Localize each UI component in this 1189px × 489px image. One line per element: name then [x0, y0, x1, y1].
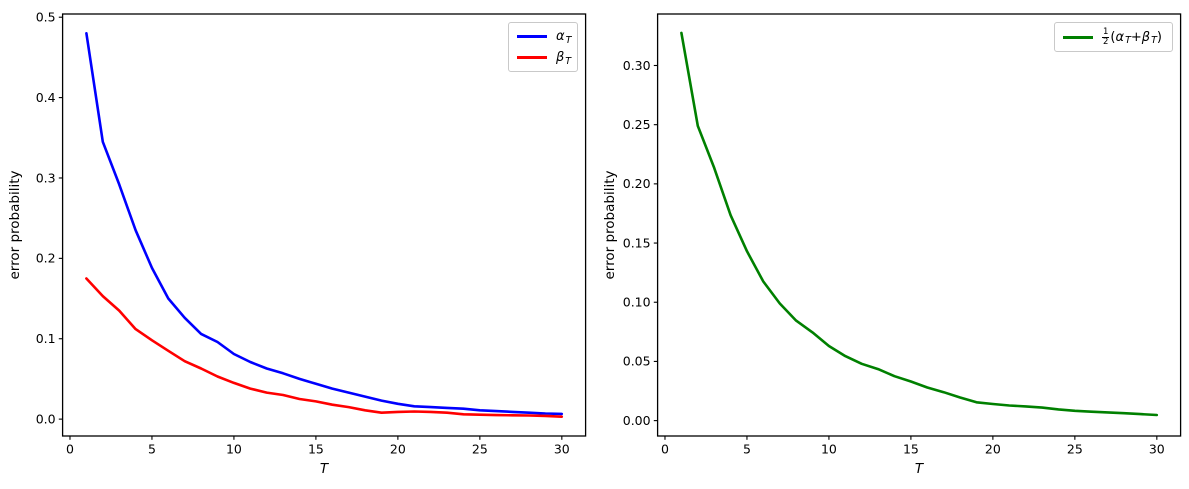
- left-y-tick-label: 0.4: [36, 90, 56, 105]
- beta-subscript: T: [1151, 35, 1157, 47]
- left-y-tick-label: 0.3: [36, 170, 56, 185]
- avg-error-curve: [680, 31, 1159, 417]
- legend-label-avg: 1 2(α T + β T): [1102, 26, 1162, 47]
- alpha-line-sample: [517, 35, 547, 38]
- right-x-tick-label: 0: [661, 442, 669, 457]
- left-x-tick-label: 15: [308, 442, 324, 457]
- right-x-tick-label: 20: [985, 442, 1001, 457]
- right-y-tick-label: 0.25: [623, 117, 651, 132]
- left-x-tick-label: 5: [148, 442, 156, 457]
- left-x-tick-label: 0: [66, 442, 74, 457]
- right-y-axis-label: error probability: [602, 170, 618, 280]
- left-y-tick-label: 0.2: [36, 251, 56, 266]
- beta-symbol: β: [556, 50, 565, 65]
- right-y-tick-label: 0.05: [623, 354, 651, 369]
- alpha-subscript: T: [565, 34, 572, 46]
- right-x-tick-label: 10: [821, 442, 837, 457]
- plus-sign: +: [1130, 29, 1142, 45]
- left-y-tick-label: 0.1: [36, 331, 56, 346]
- left-x-axis-label: T: [319, 461, 329, 477]
- right-y-tick-label: 0.20: [623, 176, 651, 191]
- legend-entry-avg: 1 2(α T + β T): [1063, 26, 1164, 47]
- left-x-tick-label: 20: [390, 442, 406, 457]
- beta-curve: [85, 277, 564, 419]
- right-y-tick-label: 0.10: [623, 295, 651, 310]
- right-y-tick-label: 0.30: [623, 58, 651, 73]
- close-paren: ): [1156, 29, 1162, 45]
- beta-line-sample: [517, 56, 547, 59]
- open-paren: (: [1110, 29, 1116, 45]
- fraction-denominator: 2: [1102, 36, 1110, 47]
- alpha-symbol: α: [1115, 29, 1125, 45]
- beta-subscript: T: [565, 55, 572, 67]
- right-x-tick-label: 15: [903, 442, 919, 457]
- left-y-tick-label: 0.0: [36, 411, 56, 426]
- alpha-symbol: α: [556, 29, 565, 44]
- left-x-tick-label: 10: [226, 442, 242, 457]
- right-y-tick-label: 0.00: [623, 413, 651, 428]
- alpha-curve: [85, 31, 564, 416]
- avg-line-sample: [1063, 35, 1093, 39]
- left-plot-frame: [61, 13, 587, 437]
- right-x-tick-label: 30: [1149, 442, 1165, 457]
- right-x-axis-label: T: [914, 461, 924, 477]
- left-y-axis-label: error probability: [7, 170, 23, 280]
- left-x-tick-label: 30: [554, 442, 570, 457]
- left-y-tick-label: 0.5: [36, 10, 56, 25]
- fraction-numerator: 1: [1103, 26, 1109, 37]
- right-y-tick-label: 0.15: [623, 235, 651, 250]
- right-x-tick-label: 5: [743, 442, 751, 457]
- right-plot-frame: [656, 13, 1182, 437]
- alpha-subscript: T: [1125, 35, 1131, 47]
- right-x-tick-label: 25: [1067, 442, 1083, 457]
- beta-symbol: β: [1141, 29, 1151, 45]
- legend-right: 1 2(α T + β T): [1054, 22, 1173, 52]
- left-x-tick-label: 25: [472, 442, 488, 457]
